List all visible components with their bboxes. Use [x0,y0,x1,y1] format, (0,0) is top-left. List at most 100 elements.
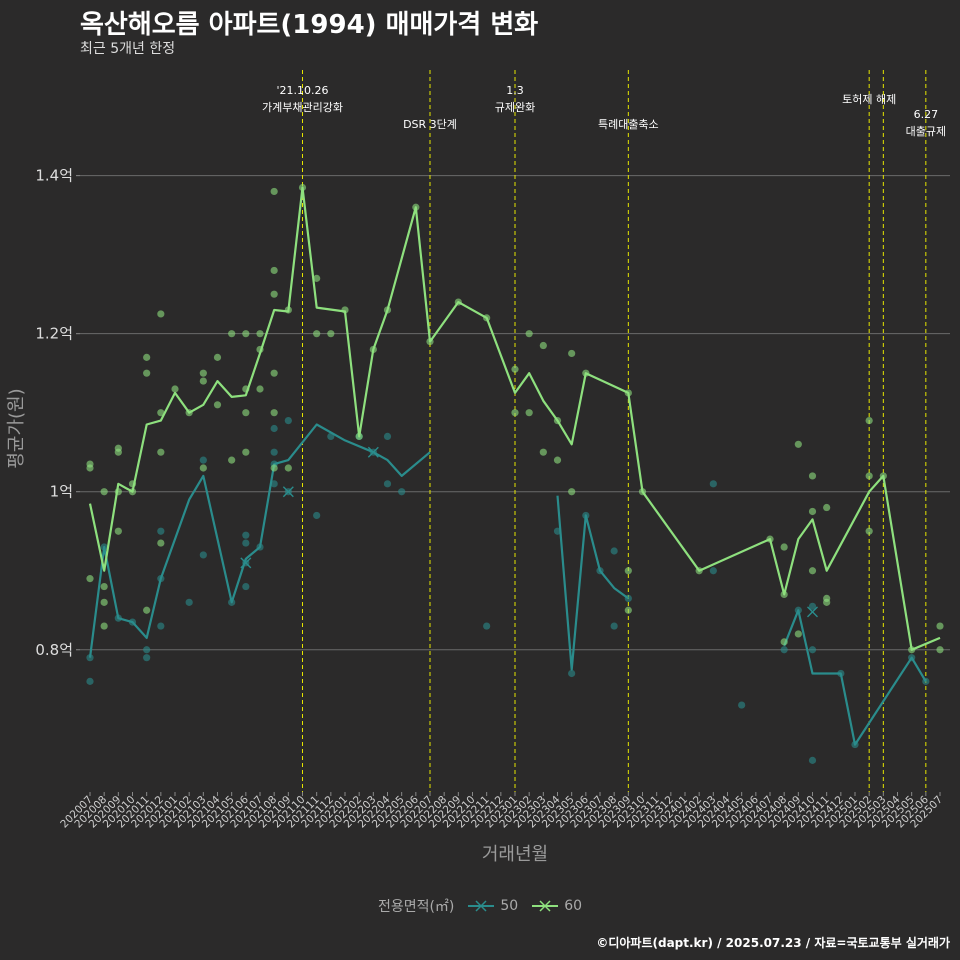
legend-label-60: 60 [564,898,583,914]
legend-item-50: 50 [468,898,518,914]
data-point [270,464,278,472]
data-point [270,187,278,196]
chart-subtitle: 최근 5개년 한정 [80,41,176,57]
legend-item-60: 60 [532,898,582,914]
data-point [313,511,321,520]
data-point [624,567,632,575]
data-point [143,606,151,614]
data-point [242,330,250,338]
data-point [539,448,547,456]
data-point [610,622,618,630]
data-point [114,527,122,535]
data-point [199,456,207,464]
data-point [794,440,802,448]
data-point [383,432,392,441]
legend-key-60-icon [532,900,559,912]
data-point [171,385,179,393]
data-point [270,409,278,417]
data-point [483,622,491,630]
event-annotation: '21.10.26 [276,84,328,97]
data-point [100,582,108,591]
data-point [780,646,788,654]
data-point [100,488,108,496]
y-tick-label: 1.4억 [35,167,73,185]
data-point [199,377,207,385]
y-tick-label: 0.8억 [35,641,73,659]
data-point [213,401,222,409]
data-point [270,424,278,433]
data-point [568,669,576,678]
data-point [936,646,944,654]
series-60 [86,183,944,654]
data-point [143,353,151,361]
data-point [86,575,94,583]
data-point [525,409,533,417]
data-point [242,448,250,456]
legend: 전용면적(㎡) 50 60 [0,896,960,916]
data-point [143,369,151,377]
data-point [143,646,151,654]
data-point [100,622,108,630]
data-point [242,409,250,417]
data-point [865,416,873,425]
data-point [709,567,717,575]
data-point [511,409,519,417]
data-point [808,507,817,516]
data-point [86,677,94,685]
data-point [808,567,817,575]
series-50 [86,416,930,764]
data-point [199,369,207,377]
cross-marker [807,606,818,618]
source-caption: ©디아파트(dapt.kr) / 2025.07.23 / 자료=국토교통부 실… [596,936,950,950]
data-point [270,448,278,456]
data-point [284,416,292,425]
data-point [823,594,831,602]
series-line [88,186,941,651]
data-point [157,409,165,417]
data-point [794,630,802,638]
legend-key-50-icon [468,900,495,912]
event-annotation: 6.27 [914,108,939,121]
event-annotation: 가계부채관리강화 [262,101,343,114]
data-point [610,547,618,555]
data-point [256,330,264,338]
series-line [88,423,431,658]
series-line [556,495,629,671]
data-point [157,527,165,535]
data-point [539,341,547,350]
data-point [157,448,165,456]
data-point [185,598,193,606]
data-point [553,456,562,464]
data-point [213,353,222,361]
x-axis-label: 거래년월 [482,844,548,865]
data-point [808,602,817,610]
data-point [780,543,788,551]
cross-marker [240,557,252,569]
data-point [823,503,831,512]
legend-title: 전용면적(㎡) [377,899,455,915]
data-point [398,488,406,496]
event-annotation: 특례대출축소 [598,118,659,131]
cross-marker [367,446,379,458]
data-point [865,472,873,480]
chart-title: 옥산해오름 아파트(1994) 매매가격 변화 [80,10,539,40]
data-point [568,349,576,358]
data-point [865,527,873,535]
cross-marker [282,486,294,498]
y-tick-label: 1억 [50,483,73,501]
data-point [228,330,236,338]
data-point [199,464,207,472]
event-annotation: 토허제 해제 [842,92,896,106]
legend-label-50: 50 [500,898,519,914]
data-point [624,606,632,614]
data-point [270,369,278,377]
data-point [936,622,944,630]
event-annotation: DSR 3단계 [403,118,457,131]
data-point [270,266,278,275]
data-point [270,290,278,298]
event-annotation: 규제완화 [495,101,535,114]
data-point [270,480,278,488]
data-point [327,330,335,338]
data-point [199,551,207,559]
